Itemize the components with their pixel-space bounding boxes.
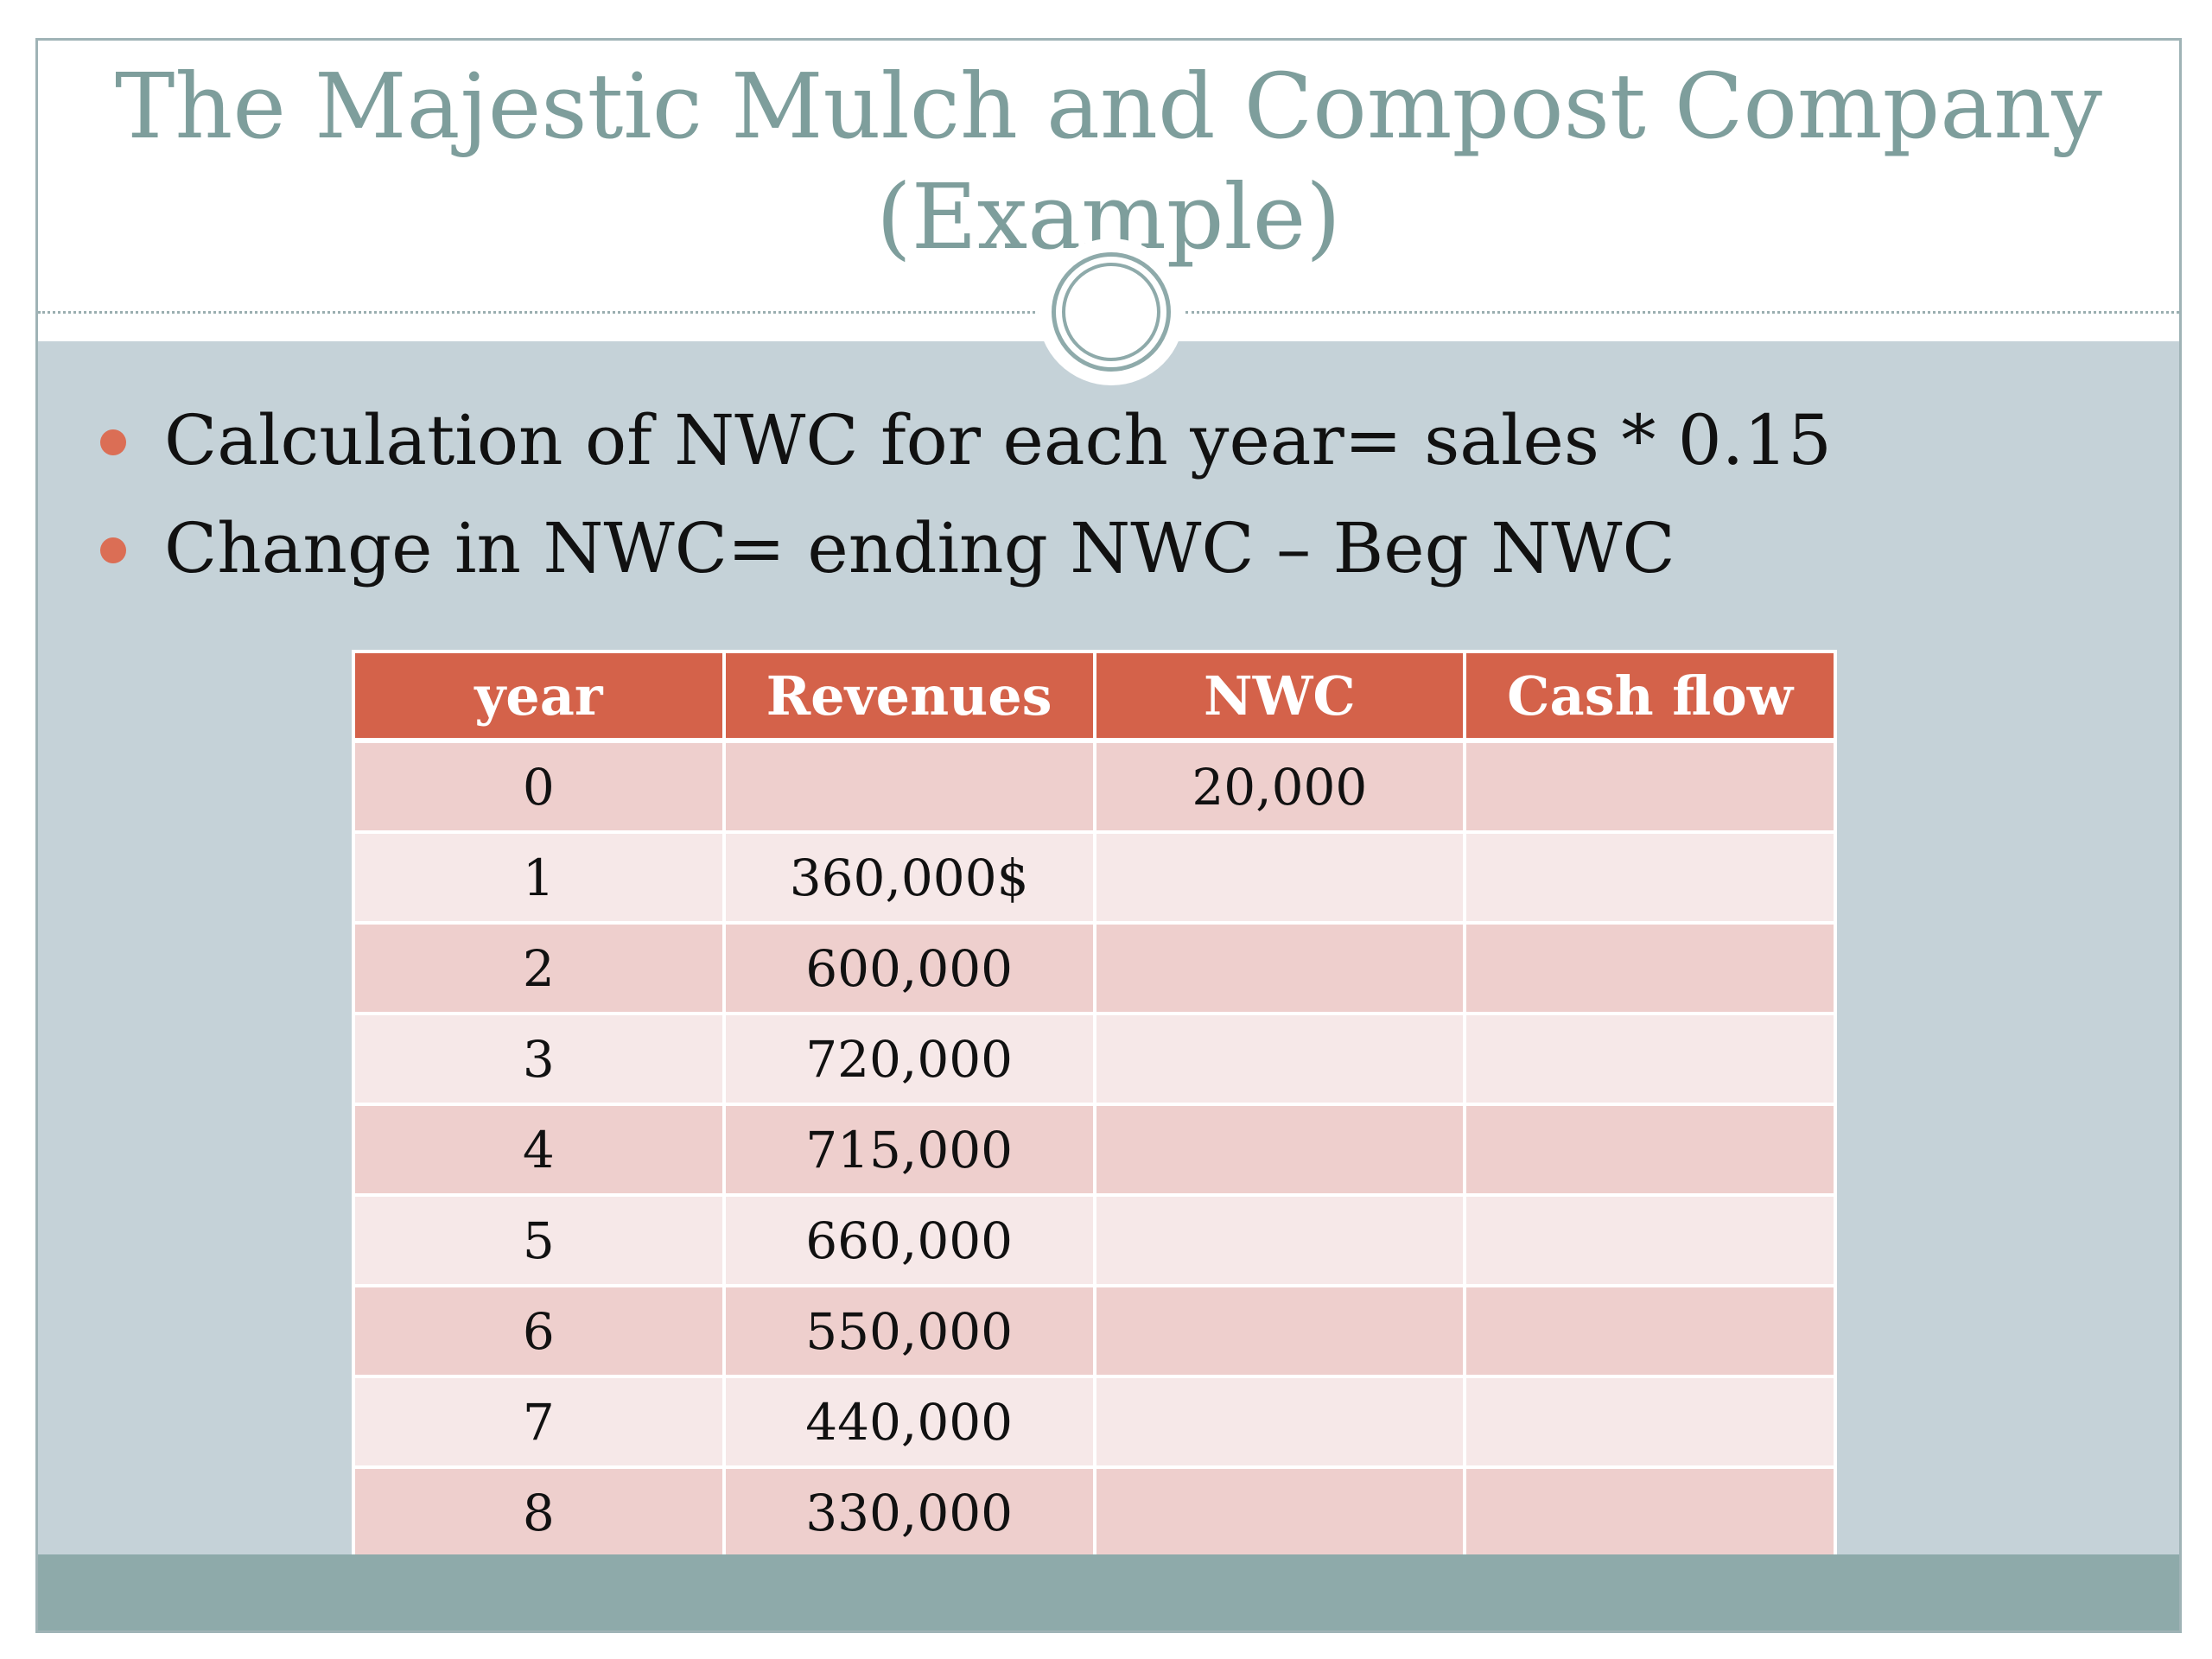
cell-nwc (1092, 1012, 1467, 1106)
table-header-row: year Revenues NWC Cash flow (352, 650, 1837, 743)
table-row: 2 600,000 (352, 921, 1837, 1015)
cell-nwc (1092, 921, 1467, 1015)
bullet-list: Calculation of NWC for each year= sales … (38, 386, 2179, 602)
header-year: year (352, 650, 726, 743)
header-cash-flow: Cash flow (1463, 650, 1837, 743)
table-row: 3 720,000 (352, 1012, 1837, 1106)
bullet-item: Calculation of NWC for each year= sales … (38, 386, 2179, 494)
cell-nwc (1092, 1465, 1467, 1560)
cell-revenues: 550,000 (721, 1284, 1096, 1378)
bullet-dot-icon (100, 429, 126, 455)
cell-revenues: 330,000 (721, 1465, 1096, 1560)
slide-title: The Majestic Mulch and Compost Company (… (38, 51, 2179, 272)
cell-cash-flow (1463, 1465, 1837, 1560)
cell-year: 4 (352, 1103, 726, 1197)
cell-year: 5 (352, 1193, 726, 1287)
cell-revenues: 660,000 (721, 1193, 1096, 1287)
bullet-text: Change in NWC= ending NWC – Beg NWC (164, 508, 1675, 588)
header-nwc: NWC (1092, 650, 1467, 743)
bullet-dot-icon (100, 537, 126, 563)
nwc-table: year Revenues NWC Cash flow 0 20,000 1 3… (352, 650, 1837, 1560)
cell-year: 1 (352, 830, 726, 925)
cell-revenues: 600,000 (721, 921, 1096, 1015)
cell-cash-flow (1463, 921, 1837, 1015)
cell-cash-flow (1463, 830, 1837, 925)
table-row: 8 330,000 (352, 1465, 1837, 1560)
cell-nwc (1092, 1284, 1467, 1378)
cell-year: 2 (352, 921, 726, 1015)
cell-cash-flow (1463, 1284, 1837, 1378)
circle-ornament-icon (1052, 252, 1171, 372)
header-revenues: Revenues (721, 650, 1096, 743)
cell-revenues: 440,000 (721, 1375, 1096, 1469)
cell-cash-flow (1463, 739, 1837, 834)
title-divider-right (1185, 311, 2179, 314)
cell-cash-flow (1463, 1103, 1837, 1197)
table-row: 7 440,000 (352, 1375, 1837, 1469)
bullet-text: Calculation of NWC for each year= sales … (164, 400, 1832, 480)
slide: The Majestic Mulch and Compost Company (… (35, 38, 2182, 1633)
title-line-1: The Majestic Mulch and Compost Company (115, 54, 2102, 159)
table-row: 6 550,000 (352, 1284, 1837, 1378)
title-divider-left (38, 311, 1040, 314)
table-row: 1 360,000$ (352, 830, 1837, 925)
cell-revenues: 720,000 (721, 1012, 1096, 1106)
cell-year: 0 (352, 739, 726, 834)
table-row: 0 20,000 (352, 739, 1837, 834)
cell-year: 8 (352, 1465, 726, 1560)
cell-nwc (1092, 1375, 1467, 1469)
footer-band (38, 1554, 2179, 1630)
cell-revenues: 715,000 (721, 1103, 1096, 1197)
table-row: 4 715,000 (352, 1103, 1837, 1197)
cell-revenues (721, 739, 1096, 834)
cell-cash-flow (1463, 1012, 1837, 1106)
cell-nwc (1092, 830, 1467, 925)
circle-ornament-inner-icon (1062, 263, 1160, 361)
cell-revenues: 360,000$ (721, 830, 1096, 925)
cell-year: 3 (352, 1012, 726, 1106)
cell-nwc (1092, 1193, 1467, 1287)
bullet-item: Change in NWC= ending NWC – Beg NWC (38, 494, 2179, 602)
cell-year: 6 (352, 1284, 726, 1378)
cell-nwc: 20,000 (1092, 739, 1467, 834)
cell-cash-flow (1463, 1193, 1837, 1287)
table-row: 5 660,000 (352, 1193, 1837, 1287)
cell-nwc (1092, 1103, 1467, 1197)
cell-year: 7 (352, 1375, 726, 1469)
cell-cash-flow (1463, 1375, 1837, 1469)
